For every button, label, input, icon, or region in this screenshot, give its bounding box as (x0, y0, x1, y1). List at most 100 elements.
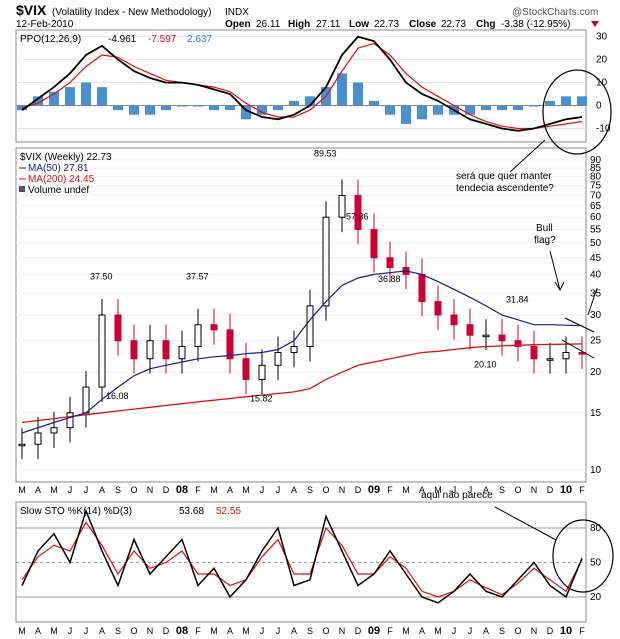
price-candle (210, 324, 218, 331)
low-value: 22.73 (374, 19, 399, 30)
price-peak-label: 57.36 (346, 212, 369, 222)
x-axis-label: M (18, 485, 26, 495)
price-candle (338, 194, 346, 218)
price-tick-label: 50 (590, 238, 602, 249)
price-tick-label: 20 (590, 367, 602, 378)
x-axis-label: A (291, 626, 297, 636)
ppo-histogram-bar (545, 100, 555, 106)
price-legend-ma50: MA(50) 27.81 (28, 163, 89, 174)
ppo-histogram-bar (353, 82, 363, 106)
price-candle (82, 386, 90, 414)
x-axis-label: A (35, 485, 41, 495)
ppo-histogram-bar (145, 105, 155, 115)
x-axis-label: A (35, 626, 41, 636)
ppo-histogram-bar (385, 105, 395, 115)
price-candle (34, 432, 42, 445)
sto-tick-label: 80 (590, 523, 602, 534)
x-axis-label: F (387, 485, 393, 495)
price-candle (98, 314, 106, 388)
low-label: Low (349, 19, 369, 30)
annotation-circle-bottom (552, 519, 614, 593)
ppo-value-2: -7.597 (148, 34, 177, 45)
ppo-histogram-bar (289, 100, 299, 106)
price-candle (322, 216, 330, 307)
x-axis-label: A (227, 485, 233, 495)
x-axis-label: A (99, 485, 105, 495)
x-axis-label: S (115, 485, 121, 495)
ppo-histogram-bar (129, 105, 139, 115)
price-tick-label: 10 (590, 465, 602, 476)
ppo-histogram-bar (465, 105, 475, 115)
x-axis-label: D (355, 485, 362, 495)
x-axis-label: S (115, 626, 121, 636)
x-axis-label: N (339, 485, 346, 495)
x-axis-label: 10 (560, 484, 572, 496)
price-candle (482, 334, 490, 338)
price-tick-label: 25 (590, 336, 602, 347)
down-arrow-icon (591, 21, 599, 27)
x-axis-label: A (419, 485, 425, 495)
x-axis-label: M (242, 485, 250, 495)
price-candle (242, 358, 250, 380)
ppo-histogram-bar (513, 105, 523, 111)
ppo-histogram-bar (241, 105, 251, 120)
ppo-histogram-bar (33, 96, 43, 106)
ppo-histogram-bar (273, 105, 283, 111)
annotation-question-1: será que quer manter (456, 171, 552, 182)
x-axis-label: D (163, 485, 170, 495)
x-axis-label: J (276, 485, 281, 495)
price-tick-label: 30 (590, 310, 602, 321)
price-peak-label: 36.88 (378, 274, 401, 284)
x-axis-label: J (68, 626, 73, 636)
price-candle (450, 314, 458, 326)
x-axis-label: J (452, 626, 457, 636)
price-peak-label: 16.08 (106, 391, 129, 401)
x-axis-label: O (130, 626, 137, 636)
annotation-circle-top (542, 69, 612, 155)
ppo-line (21, 35, 583, 132)
x-axis-label: S (307, 485, 313, 495)
x-axis-label: D (355, 626, 362, 636)
price-candle (386, 257, 394, 269)
x-axis-label: J (276, 626, 281, 636)
x-axis-label: O (322, 485, 329, 495)
x-axis-label: J (84, 485, 89, 495)
close-label: Close (409, 19, 437, 30)
x-axis-label: J (84, 626, 89, 636)
price-peak-label: 31.84 (506, 295, 529, 305)
price-legend-volume: Volume undef (28, 185, 89, 196)
x-axis-label: O (130, 485, 137, 495)
price-candle (130, 340, 138, 360)
price-candle (258, 364, 266, 380)
x-axis-label: 09 (368, 625, 380, 637)
chg-value: -3.38 (-12.95%) (501, 19, 570, 30)
annotation-arrow-bull (549, 250, 561, 291)
ppo-histogram-bar (257, 105, 267, 115)
ppo-tick-label: 0 (596, 101, 602, 112)
price-candle (530, 345, 538, 360)
price-peak-label: 37.57 (186, 271, 209, 281)
flag-pole (587, 287, 598, 316)
annotation-question-2: tendecia ascendente? (456, 183, 554, 194)
ppo-tick-label: 30 (596, 32, 608, 43)
x-axis-label: F (579, 626, 585, 636)
price-candle (290, 345, 298, 353)
open-value: 26.11 (256, 19, 281, 30)
x-axis-label: J (260, 485, 265, 495)
price-legend-ma200: MA(200) 24.45 (28, 174, 95, 185)
price-candle (162, 340, 170, 360)
x-axis-label: F (195, 485, 201, 495)
chart-date: 12-Feb-2010 (16, 19, 74, 30)
sto-value-1: 53.68 (179, 506, 204, 517)
x-axis-label: J (452, 485, 457, 495)
price-peak-label: 37.50 (90, 272, 113, 282)
x-axis-label: J (68, 485, 73, 495)
x-axis-label: M (242, 626, 250, 636)
x-axis-label: F (195, 626, 201, 636)
price-tick-label: 35 (590, 288, 602, 299)
x-axis-label: O (514, 485, 521, 495)
exchange: INDX (225, 7, 249, 18)
